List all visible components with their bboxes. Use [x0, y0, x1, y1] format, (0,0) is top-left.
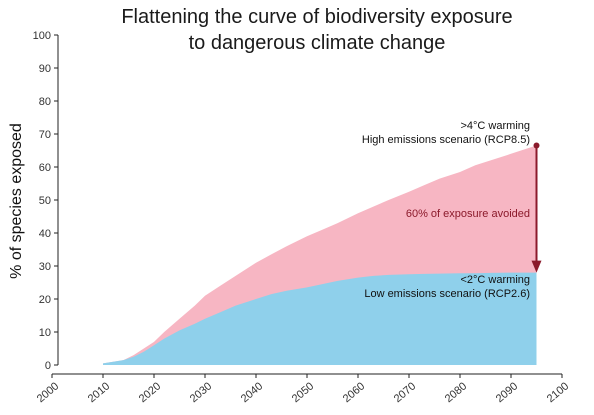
x-tick-label: 2020: [137, 380, 163, 405]
exposure-avoided-arrow-head: [531, 260, 542, 273]
x-tick-label: 2100: [545, 380, 571, 405]
x-tick-label: 2000: [35, 380, 61, 405]
y-tick-label: 90: [39, 63, 51, 75]
annotation-high-line1: >4°C warming: [460, 120, 530, 132]
y-tick-label: 100: [33, 30, 51, 42]
y-tick-label: 40: [39, 228, 51, 240]
exposure-avoided-arrow-start-dot: [533, 142, 540, 149]
x-tick-label: 2060: [341, 380, 367, 405]
annotation-avoided: 60% of exposure avoided: [406, 208, 530, 220]
x-tick-label: 2030: [188, 380, 214, 405]
y-tick-label: 50: [39, 195, 51, 207]
y-tick-label: 80: [39, 96, 51, 108]
annotations: >4°C warming High emissions scenario (RC…: [362, 120, 542, 300]
x-tick-label: 2040: [239, 380, 265, 405]
chart-title-line2: to dangerous climate change: [189, 32, 446, 54]
x-tick-label: 2010: [86, 380, 112, 405]
y-tick-label: 30: [39, 261, 51, 273]
y-ticks: 0 10 20 30 40 50 60 70 80 90 100: [33, 30, 58, 372]
y-tick-label: 60: [39, 162, 51, 174]
x-tick-label: 2080: [443, 380, 469, 405]
chart-title-line1: Flattening the curve of biodiversity exp…: [121, 6, 512, 28]
x-tick-label: 2050: [290, 380, 316, 405]
x-tick-label: 2090: [494, 380, 520, 405]
y-tick-label: 10: [39, 327, 51, 339]
annotation-low-line1: <2°C warming: [460, 274, 530, 286]
x-ticks: 2000 2010 2020 2030 2040 2050 2060 2070 2080 2090…: [35, 374, 571, 405]
y-tick-label: 70: [39, 129, 51, 141]
y-axis-title: % of species exposed: [8, 123, 25, 279]
series-area-low-emissions: [103, 272, 537, 365]
x-tick-label: 2070: [392, 380, 418, 405]
y-tick-label: 20: [39, 294, 51, 306]
plot-area: [103, 145, 537, 365]
annotation-low-line2: Low emissions scenario (RCP2.6): [364, 288, 530, 300]
annotation-high-line2: High emissions scenario (RCP8.5): [362, 134, 530, 146]
y-tick-label: 0: [45, 360, 51, 372]
